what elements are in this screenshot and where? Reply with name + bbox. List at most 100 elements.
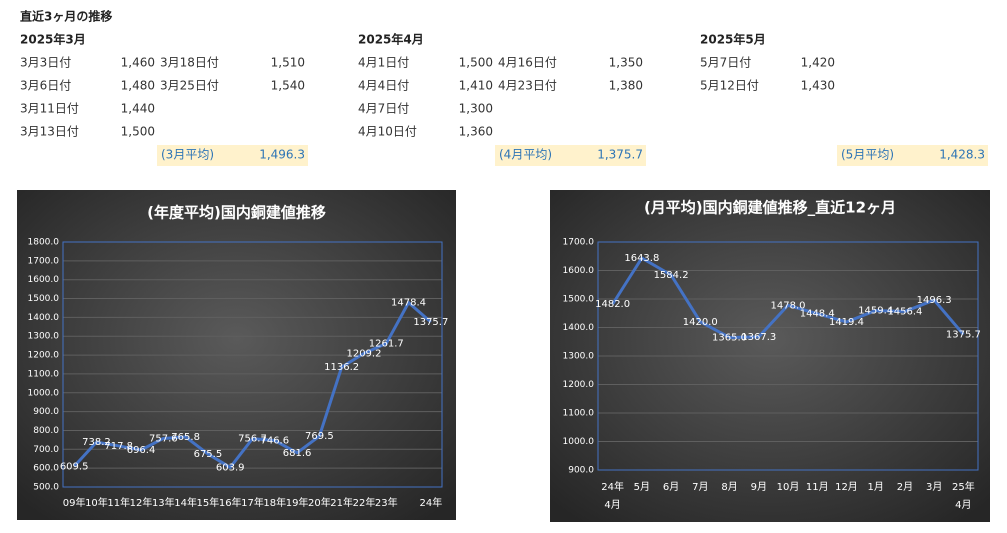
x-tick-label: 20年 — [308, 498, 331, 509]
x-tick-label: 10年 — [85, 498, 108, 509]
series-line — [73, 301, 432, 469]
entry-value: 1,350 — [609, 56, 643, 70]
entry-value: 1,500 — [459, 56, 493, 70]
entry-date: 3月11日付 — [20, 102, 79, 116]
y-tick-label: 1600.0 — [563, 266, 595, 276]
y-tick-label: 1100.0 — [563, 409, 595, 419]
data-label: 1496.3 — [917, 295, 952, 306]
x-tick-label: 15年 — [196, 498, 220, 509]
data-label: 757.6 — [149, 433, 178, 444]
y-tick-label: 1300.0 — [563, 352, 595, 362]
entry-date: 4月10日付 — [358, 125, 417, 139]
x-tick-label: 17年 — [241, 498, 264, 509]
entry-value: 1,300 — [459, 102, 493, 116]
average-cell — [157, 145, 308, 166]
data-label: 696.4 — [127, 445, 156, 456]
x-tick-label: 24年 4月 — [601, 482, 624, 511]
y-tick-label: 1000.0 — [563, 437, 595, 447]
x-tick-label: 18年 — [263, 498, 287, 509]
data-label: 1375.7 — [413, 317, 448, 328]
entry-value: 1,360 — [459, 125, 493, 139]
average-label: (5月平均) — [841, 148, 894, 162]
data-label: 1478.0 — [771, 300, 806, 311]
data-label: 603.9 — [216, 462, 245, 473]
y-tick-label: 1400.0 — [28, 313, 60, 323]
entry-date: 4月1日付 — [358, 56, 409, 70]
x-tick-label: 16年 — [218, 498, 242, 509]
x-tick-label: 2月 — [896, 482, 914, 493]
average-label: (4月平均) — [499, 148, 552, 162]
entry-date: 4月7日付 — [358, 102, 409, 116]
data-label: 1448.4 — [800, 309, 835, 320]
data-label: 1375.7 — [946, 329, 981, 340]
entry-value: 1,480 — [121, 79, 155, 93]
entry-value: 1,540 — [271, 79, 305, 93]
average-value: 1,375.7 — [597, 148, 643, 162]
y-tick-label: 1500.0 — [563, 295, 595, 305]
data-label: 1419.4 — [829, 317, 864, 328]
month-header: 2025年4月 — [358, 32, 424, 47]
x-tick-label: 3月 — [925, 482, 943, 493]
x-tick-label: 8月 — [721, 482, 738, 493]
y-tick-label: 500.0 — [33, 483, 59, 493]
plot-border — [597, 241, 979, 471]
data-label: 1584.2 — [654, 270, 689, 281]
data-label: 765.8 — [171, 432, 200, 443]
x-tick-label: 19年 — [285, 498, 309, 509]
data-label: 1261.7 — [369, 338, 404, 349]
data-label: 675.5 — [194, 449, 223, 460]
entry-value: 1,410 — [459, 79, 493, 93]
entry-date: 3月3日付 — [20, 56, 71, 70]
entry-value: 1,440 — [121, 102, 155, 116]
data-label: 746.6 — [260, 436, 289, 447]
entry-date: 5月7日付 — [700, 56, 751, 70]
entry-value: 1,510 — [271, 56, 305, 70]
average-value: 1,428.3 — [939, 148, 985, 162]
x-tick-label: 23年 — [374, 498, 398, 509]
x-tick-label: 11年 — [107, 498, 131, 509]
entry-value: 1,500 — [121, 125, 155, 139]
entry-date: 4月16日付 — [498, 56, 557, 70]
data-label: 1643.8 — [624, 253, 659, 264]
average-cell — [495, 145, 646, 166]
x-tick-label: 21年 — [330, 498, 354, 509]
month-header: 2025年5月 — [700, 32, 766, 47]
chart-title: (年度平均)国内銅建値推移 — [147, 204, 326, 222]
x-tick-label: 14年 — [174, 498, 197, 509]
x-tick-label: 09年 — [62, 498, 86, 509]
entry-date: 3月13日付 — [20, 125, 79, 139]
y-tick-label: 1600.0 — [28, 275, 60, 285]
data-label: 1209.2 — [346, 348, 381, 359]
y-tick-label: 1300.0 — [28, 332, 60, 342]
data-label: 1459.4 — [858, 306, 893, 317]
x-tick-label: 7月 — [692, 482, 709, 493]
average-cell — [837, 145, 988, 166]
entry-date: 5月12日付 — [700, 79, 759, 93]
x-tick-label: 11月 — [805, 482, 829, 493]
y-tick-label: 900.0 — [33, 407, 59, 417]
entry-date: 3月25日付 — [160, 79, 219, 93]
data-label: 717.8 — [104, 441, 133, 452]
y-tick-label: 1400.0 — [563, 323, 595, 333]
sheet-title: 直近3ヶ月の推移 — [20, 9, 112, 24]
data-label: 1365.0 — [712, 332, 747, 343]
x-tick-label: 6月 — [662, 482, 680, 493]
average-label: (3月平均) — [161, 148, 214, 162]
y-tick-label: 1700.0 — [563, 238, 595, 248]
y-tick-label: 1000.0 — [28, 388, 60, 398]
data-label: 769.5 — [305, 431, 334, 442]
data-label: 1367.3 — [741, 332, 776, 343]
average-value: 1,496.3 — [259, 148, 305, 162]
x-tick-label: 5月 — [633, 482, 651, 493]
y-tick-label: 800.0 — [33, 426, 59, 436]
plot-border — [62, 241, 443, 488]
y-tick-label: 700.0 — [33, 445, 59, 455]
x-tick-label: 13年 — [151, 498, 175, 509]
series-line — [611, 256, 965, 339]
x-tick-label: 25年 4月 — [952, 482, 975, 511]
entry-value: 1,460 — [121, 56, 155, 70]
data-label: 1420.0 — [683, 317, 718, 328]
y-tick-label: 1700.0 — [28, 256, 60, 266]
x-tick-label: 24年 — [419, 498, 443, 509]
x-tick-label: 10月 — [776, 482, 800, 493]
